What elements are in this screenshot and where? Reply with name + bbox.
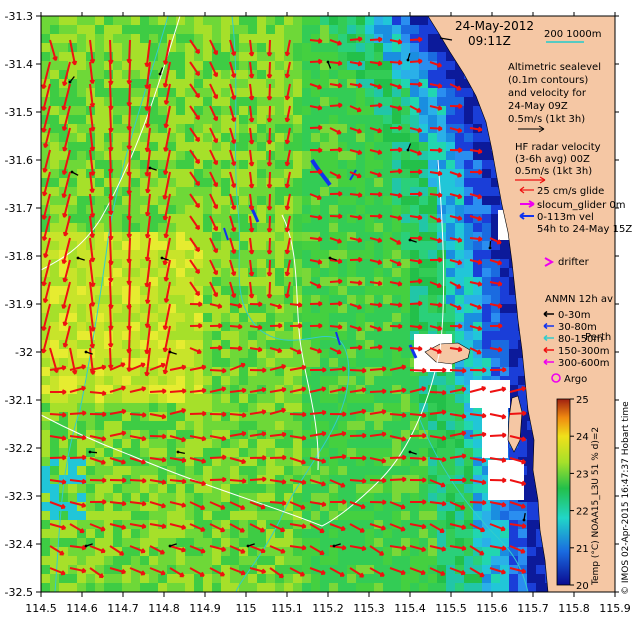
anmn-legend-label: 0-30m [558, 310, 590, 321]
glider-legend-4: 54h to 24-May 15Z [537, 224, 632, 235]
colorbar-tick-label: 25 [576, 395, 589, 406]
x-tick-label: 115.4 [394, 602, 426, 615]
y-tick-label: -31.3 [5, 10, 33, 23]
altimetry-line-2: (0.1m contours) [508, 75, 588, 86]
y-tick-label: -31.4 [5, 58, 33, 71]
map-time: 09:11Z [468, 34, 511, 48]
colorbar-tick-label: 24 [576, 432, 589, 443]
y-tick-label: -31.9 [5, 298, 33, 311]
x-tick-label: 115.9 [599, 602, 631, 615]
argo-label: Argo [564, 374, 587, 385]
glider-legend-3: 0-113m vel [537, 212, 594, 223]
y-tick-label: -32.1 [5, 394, 33, 407]
anmn-legend-label: 300-600m [558, 358, 610, 369]
x-tick-label: 114.9 [189, 602, 221, 615]
y-tick-label: -31.6 [5, 154, 33, 167]
x-tick-label: 114.7 [107, 602, 139, 615]
x-tick-label: 115.5 [435, 602, 467, 615]
colorbar-tick-label: 23 [576, 469, 589, 480]
colorbar-tick-label: 21 [576, 544, 589, 555]
anmn-title: ANMN 12h av [545, 294, 613, 305]
map-date: 24-May-2012 [455, 19, 534, 33]
x-tick-label: 115.2 [312, 602, 344, 615]
altimetry-reference: 0.5m/s (1kt 3h) [508, 114, 585, 125]
scale-bar-label: 200 1000m [544, 29, 601, 40]
x-tick-label: 114.6 [66, 602, 98, 615]
x-tick-label: 115.8 [558, 602, 590, 615]
y-tick-label: -32 [15, 346, 33, 359]
altimetry-line-1: Altimetric sealevel [508, 62, 601, 73]
hf-radar-reference: 0.5m/s (1kt 3h) [515, 166, 592, 177]
y-tick-label: -32.4 [5, 538, 33, 551]
hf-radar-line-2: (3-6h avg) 00Z [515, 154, 590, 165]
glider-legend-2: slocum_glider 0m [537, 200, 625, 211]
altimetry-line-4: 24-May 09Z [508, 101, 568, 112]
x-tick-label: 115.1 [271, 602, 303, 615]
colorbar [557, 399, 570, 585]
y-tick-label: -31.8 [5, 250, 33, 263]
x-tick-label: 115 [236, 602, 257, 615]
y-tick-label: -31.5 [5, 106, 33, 119]
x-tick-label: 114.8 [148, 602, 180, 615]
colorbar-tick-label: 20 [576, 581, 589, 592]
colorbar-tick-label: 22 [576, 507, 589, 518]
x-tick-label: 115.6 [476, 602, 508, 615]
colorbar-label: Temp (°C) NOAA15_L3U 51 % d)=2 [591, 427, 601, 586]
drifter-label: drifter [558, 257, 590, 268]
x-tick-label: 115.3 [353, 602, 385, 615]
anmn-legend-label: 150-300m [558, 346, 610, 357]
hf-radar-line-1: HF radar velocity [515, 142, 601, 153]
credit-text: © IMOS 02-Apr-2015 16:47:37 Hobart time [621, 401, 631, 595]
altimetry-line-3: and velocity for [508, 88, 587, 99]
x-tick-label: 114.5 [25, 602, 57, 615]
y-tick-label: -32.3 [5, 490, 33, 503]
y-tick-label: -32.2 [5, 442, 33, 455]
y-tick-label: -31.7 [5, 202, 33, 215]
x-tick-label: 115.7 [517, 602, 549, 615]
glider-legend-1: 25 cm/s glide [537, 186, 604, 197]
y-tick-label: -32.5 [5, 586, 33, 599]
perth-label: Perth [585, 332, 611, 343]
